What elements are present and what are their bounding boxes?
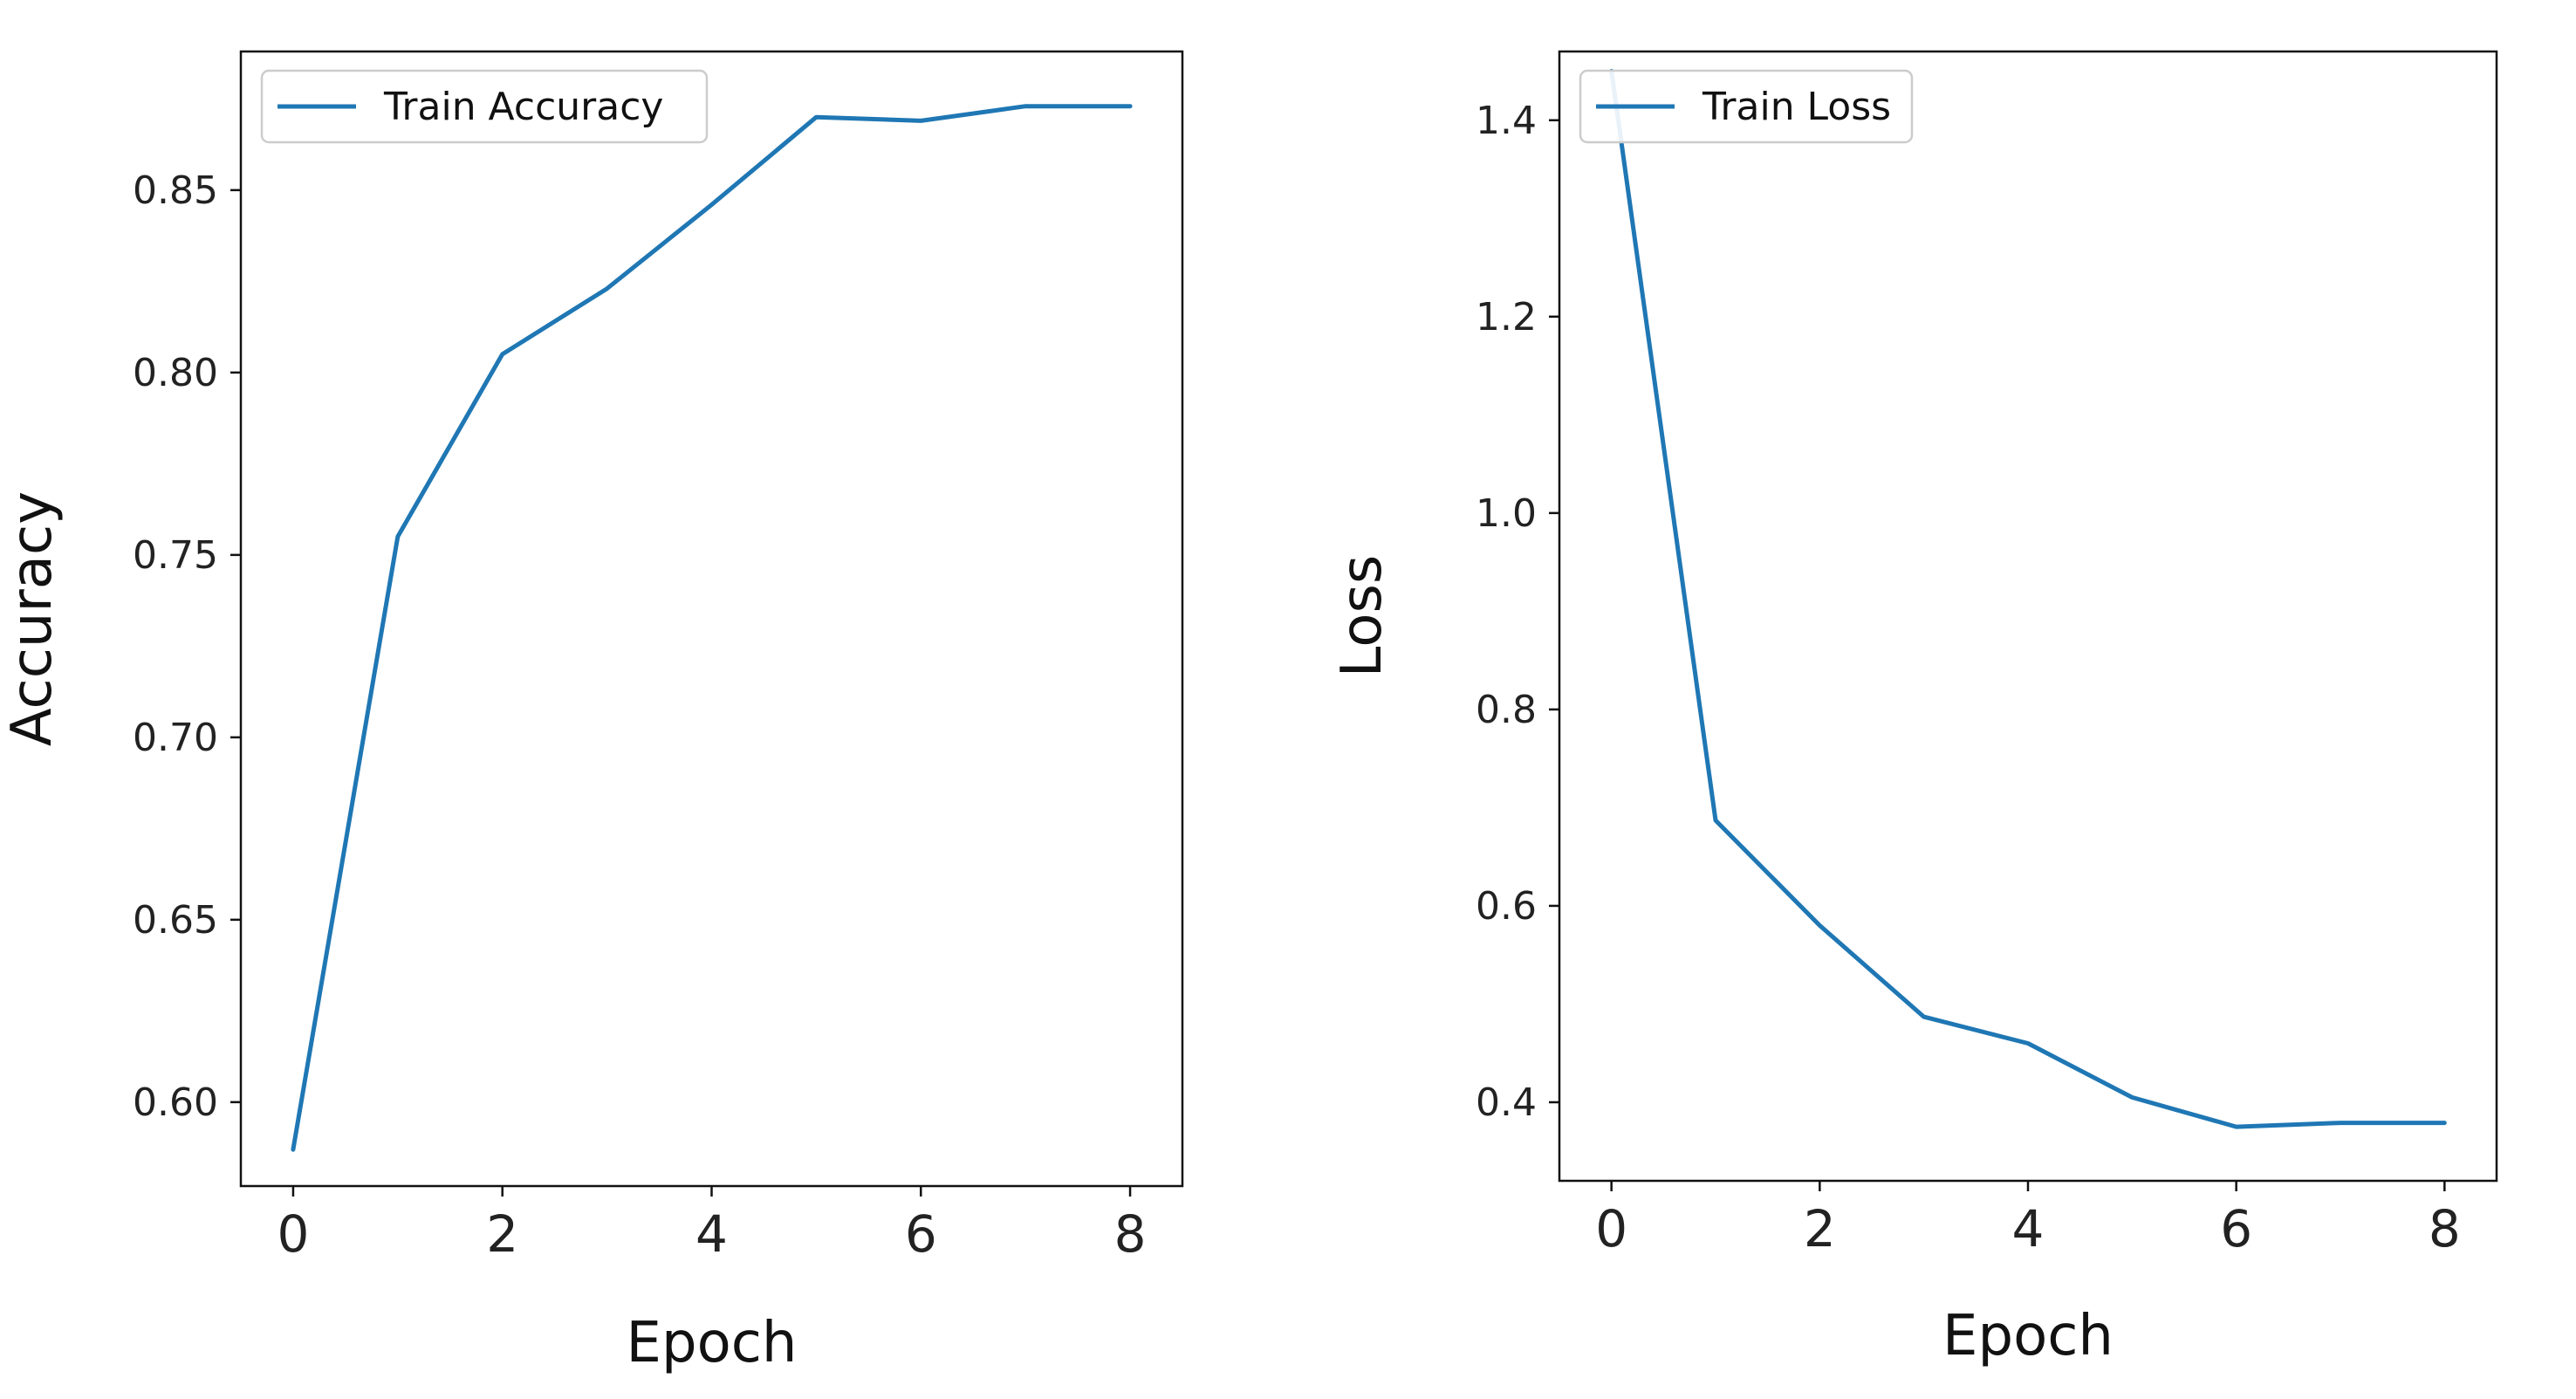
chart-2-panel: 0 2 4 6 8 0.4 0.6 0.8 1.0 1.2 1.4 Epoch Loss Train Lo… bbox=[1330, 50, 2498, 1368]
chart-2-x-tick-label: 6 bbox=[2220, 1199, 2252, 1258]
chart-2-legend: Train Loss bbox=[1579, 69, 1914, 144]
chart-1-y-tick-label: 0.65 bbox=[133, 898, 218, 943]
chart-1-panel: 0 2 4 6 8 0.60 0.65 0.70 0.75 0.80 0.85 Epoch Accura… bbox=[0, 50, 1184, 1375]
chart-1-y-tick-label: 0.85 bbox=[133, 168, 218, 213]
chart-2-y-tick-label: 1.2 bbox=[1476, 295, 1537, 339]
chart-2-y-axis-label: Loss bbox=[1330, 555, 1394, 677]
chart-2-legend-label: Train Loss bbox=[1702, 85, 1891, 129]
chart-1-x-tick-label: 0 bbox=[277, 1204, 309, 1264]
chart-2-series-line-1 bbox=[1609, 69, 2447, 1129]
chart-1-legend-box bbox=[260, 69, 709, 144]
chart-1-y-tick-label: 0.80 bbox=[133, 351, 218, 395]
chart-2-axes-frame bbox=[1558, 50, 2498, 1183]
chart-1-x-tick-label: 2 bbox=[486, 1204, 518, 1264]
chart-1-y-tick-label: 0.75 bbox=[133, 533, 218, 578]
chart-1-legend: Train Accuracy bbox=[260, 69, 709, 144]
chart-2-x-tick-label: 4 bbox=[2012, 1199, 2045, 1258]
chart-1-y-tick-label: 0.70 bbox=[133, 716, 218, 760]
chart-2-legend-box bbox=[1579, 69, 1914, 144]
chart-2-y-tick-label: 1.4 bbox=[1476, 99, 1537, 143]
chart-2-y-tick-label: 0.6 bbox=[1476, 884, 1537, 929]
chart-1-y-tick-label: 0.60 bbox=[133, 1080, 218, 1125]
chart-2-x-tick-label: 8 bbox=[2429, 1199, 2461, 1258]
chart-2-x-axis-label: Epoch bbox=[1942, 1304, 2114, 1368]
chart-1-x-tick-label: 8 bbox=[1114, 1204, 1147, 1264]
chart-2-y-tick-label: 1.0 bbox=[1476, 491, 1537, 536]
chart-2-y-tick-label: 0.8 bbox=[1476, 688, 1537, 732]
chart-1-y-axis-label: Accuracy bbox=[0, 491, 65, 746]
chart-1-series-line-1 bbox=[291, 104, 1133, 1152]
chart-1-x-tick-label: 6 bbox=[905, 1204, 937, 1264]
chart-1-legend-label: Train Accuracy bbox=[383, 85, 663, 129]
chart-2-x-tick-label: 0 bbox=[1595, 1199, 1627, 1258]
chart-1-x-axis-label: Epoch bbox=[627, 1311, 798, 1375]
chart-2-x-tick-label: 2 bbox=[1804, 1199, 1836, 1258]
chart-1-x-tick-label: 4 bbox=[695, 1204, 728, 1264]
chart-2-y-tick-label: 0.4 bbox=[1476, 1080, 1537, 1125]
